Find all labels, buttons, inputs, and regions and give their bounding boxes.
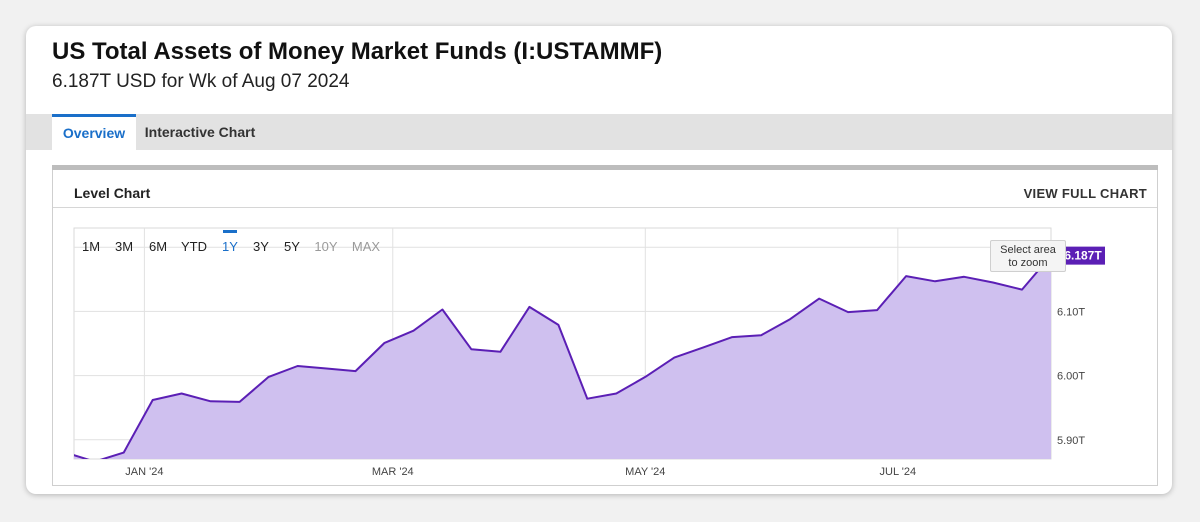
- zoom-hint-line2: to zoom: [1008, 257, 1048, 269]
- tab-overview[interactable]: Overview: [52, 114, 136, 150]
- chart-card: US Total Assets of Money Market Funds (I…: [26, 26, 1172, 494]
- page-title: US Total Assets of Money Market Funds (I…: [52, 38, 663, 65]
- y-tick-label: 6.10T: [1057, 306, 1085, 318]
- tab-interactive-chart[interactable]: Interactive Chart: [144, 124, 256, 140]
- range-button-max: MAX: [352, 239, 381, 254]
- y-tick-label: 5.90T: [1057, 435, 1085, 447]
- view-full-chart-link[interactable]: VIEW FULL CHART: [1023, 186, 1147, 201]
- tab-bar: Overview Interactive Chart: [26, 114, 1172, 150]
- level-chart-panel: Level Chart VIEW FULL CHART 5.90T 6.00T 6.…: [52, 165, 1158, 486]
- x-tick-label: MAY '24: [625, 466, 665, 478]
- level-chart[interactable]: 5.90T 6.00T 6.10T JAN '24 MAR '24 MAY '24 JUL …: [53, 170, 1157, 486]
- x-tick-label: JAN '24: [125, 466, 163, 478]
- range-button-ytd[interactable]: YTD: [181, 239, 207, 254]
- series-area: [74, 255, 1051, 459]
- level-chart-label: Level Chart: [74, 185, 151, 201]
- range-button-6m[interactable]: 6M: [149, 239, 167, 254]
- series-line: [74, 254, 1051, 459]
- page-subtitle: 6.187T USD for Wk of Aug 07 2024: [52, 71, 350, 92]
- range-button-5y[interactable]: 5Y: [284, 239, 300, 254]
- zoom-hint-line1: Select area: [1000, 244, 1056, 256]
- range-button-1m[interactable]: 1M: [82, 239, 100, 254]
- last-value-badge: [1053, 246, 1105, 265]
- y-tick-label: 6.00T: [1057, 371, 1085, 383]
- range-button-10y: 10Y: [314, 239, 337, 254]
- x-tick-label: MAR '24: [372, 466, 414, 478]
- range-button-3m[interactable]: 3M: [115, 239, 133, 254]
- panel-divider: [53, 207, 1157, 208]
- range-button-1y[interactable]: 1Y: [222, 239, 238, 254]
- active-range-indicator: [223, 230, 237, 233]
- zoom-hint: Select area to zoom: [990, 240, 1066, 272]
- last-value-label: 6.187T: [1064, 249, 1102, 263]
- x-tick-label: JUL '24: [880, 466, 917, 478]
- range-button-3y[interactable]: 3Y: [253, 239, 269, 254]
